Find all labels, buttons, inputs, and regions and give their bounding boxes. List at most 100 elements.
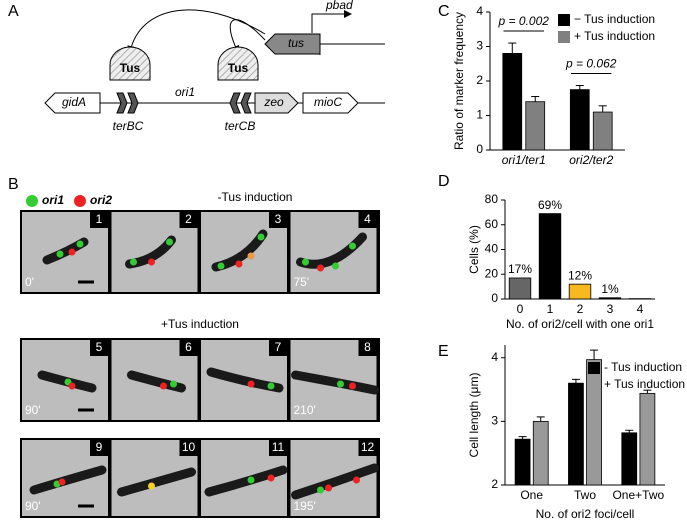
ter-site — [229, 92, 252, 114]
number-box — [269, 340, 287, 356]
focus — [217, 262, 225, 270]
site-label: terBC — [113, 119, 144, 133]
cell — [291, 463, 379, 500]
focus — [302, 258, 309, 266]
focus — [267, 474, 275, 482]
y-tick-label: 40 — [485, 242, 499, 256]
bar — [532, 420, 549, 486]
origin-label: ori1 — [175, 85, 195, 99]
frame-number: 1 — [96, 212, 103, 226]
arrow — [127, 9, 266, 54]
bar — [508, 277, 532, 300]
focus — [317, 486, 324, 494]
x-tick-label: 4 — [637, 302, 644, 316]
gene-label: zeo — [263, 95, 284, 109]
y-axis-label: Ratio of marker frequency — [452, 12, 466, 150]
panel-label: E — [438, 343, 449, 360]
value-label: 69% — [538, 198, 562, 212]
bar — [568, 283, 592, 300]
legend-label: ori1 — [42, 193, 64, 207]
number-box — [90, 440, 108, 456]
row-title: +Tus induction — [161, 317, 239, 331]
y-tick-label: 0 — [476, 142, 483, 156]
x-tick-label: 1 — [547, 302, 554, 316]
cell — [291, 370, 379, 395]
panel-label: B — [8, 176, 19, 193]
bar — [514, 438, 531, 486]
tus-protein — [217, 46, 259, 81]
focus — [349, 382, 356, 390]
focus — [247, 380, 255, 388]
number-box — [90, 212, 108, 228]
frame-number: 9 — [96, 440, 103, 454]
focus — [58, 478, 66, 486]
time-label: 90' — [25, 403, 41, 417]
focus — [166, 238, 173, 246]
gene-label: mioC — [314, 95, 342, 109]
x-tick-label: 0 — [517, 302, 524, 316]
bar — [621, 432, 638, 486]
tus-protein — [109, 46, 151, 81]
panel-label: C — [438, 3, 450, 20]
arrow — [229, 19, 266, 54]
legend-swatch — [558, 14, 570, 26]
gene-diagram: pbad tus Tus Tus gidA terBC ori1 terCB z… — [44, 0, 385, 133]
time-label: 0' — [25, 275, 34, 289]
focus — [325, 484, 332, 492]
bar — [639, 392, 656, 486]
x-tick-label: ori1/ter1 — [502, 153, 546, 167]
promoter: pbad — [325, 0, 353, 12]
number-box — [179, 340, 198, 356]
time-label: 210' — [294, 403, 316, 417]
time-label: 195' — [294, 499, 316, 513]
bar — [502, 53, 523, 151]
value-label: 12% — [568, 268, 592, 282]
y-tick-label: 3 — [476, 39, 483, 53]
number-box — [179, 440, 198, 456]
focus — [337, 380, 344, 388]
focus — [148, 482, 155, 490]
gene — [44, 92, 101, 114]
x-tick-label: One — [520, 488, 543, 502]
legend-swatch — [74, 195, 86, 207]
panel-label: D — [438, 173, 450, 190]
focus — [349, 242, 356, 250]
y-tick-label: 4 — [476, 4, 483, 18]
frame-number: 4 — [364, 212, 371, 226]
legend-label: ori2 — [90, 193, 112, 207]
tus-gene — [264, 33, 321, 55]
focus — [267, 382, 275, 390]
focus — [130, 258, 137, 266]
frame-number: 2 — [185, 212, 192, 226]
legend-label: + Tus induction — [604, 377, 685, 391]
number-box — [358, 440, 377, 456]
focus — [160, 382, 167, 390]
panel-label: A — [8, 3, 19, 20]
bar — [592, 111, 613, 151]
y-axis-label: Cell length (μm) — [467, 373, 481, 458]
time-label: 90' — [25, 499, 41, 513]
x-axis-label: No. of ori2/cell with one ori1 — [506, 317, 654, 331]
number-box — [358, 212, 377, 228]
legend-swatch — [588, 379, 600, 391]
focus — [317, 264, 324, 272]
x-tick-label: Two — [574, 488, 596, 502]
number-box — [179, 212, 198, 228]
focus — [76, 240, 84, 248]
frame-number: 6 — [185, 340, 192, 354]
focus — [56, 250, 64, 258]
time-label: 75' — [294, 275, 310, 289]
y-tick-label: 4 — [491, 350, 498, 364]
frame-number: 7 — [275, 340, 282, 354]
legend-swatch — [26, 195, 38, 207]
legend-label: − Tus induction — [574, 12, 655, 26]
x-tick-label: 3 — [607, 302, 614, 316]
y-axis-label: Cells (%) — [467, 225, 481, 274]
frame-number: 5 — [96, 340, 103, 354]
legend-swatch — [588, 362, 600, 374]
y-tick-label: 2 — [491, 477, 498, 491]
gene — [254, 92, 299, 114]
legend-label: + Tus induction — [574, 29, 655, 43]
